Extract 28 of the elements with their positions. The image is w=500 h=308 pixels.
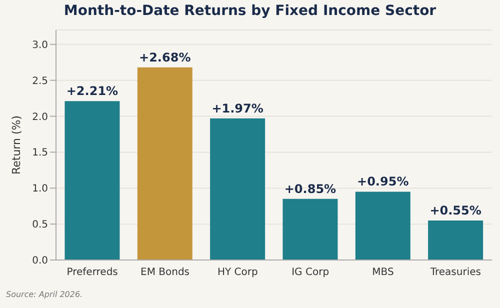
y-axis-title: Return (%): [10, 115, 23, 175]
data-label: +1.97%: [212, 101, 264, 116]
data-label: +2.68%: [139, 50, 191, 64]
data-label: +2.21%: [66, 84, 118, 98]
y-tick-label: 2.0: [32, 112, 48, 123]
data-label: +0.85%: [284, 182, 336, 196]
bar: [64, 101, 120, 260]
y-tick-label: 1.0: [32, 184, 48, 195]
data-label: +0.95%: [357, 174, 409, 189]
y-tick-label: 2.5: [32, 76, 48, 87]
y-tick-label: 0.5: [32, 220, 48, 231]
x-tick-label: IG Corp: [292, 267, 330, 278]
data-label: +0.55%: [430, 203, 482, 218]
x-tick-label: EM Bonds: [140, 267, 190, 278]
source-note: Source: April 2026.: [6, 290, 83, 299]
bar: [428, 220, 484, 260]
x-tick-label: MBS: [372, 267, 394, 278]
bar: [355, 192, 410, 260]
x-tick-label: HY Corp: [217, 267, 258, 278]
bar: [282, 198, 338, 260]
x-tick-label: Preferreds: [66, 267, 118, 278]
bar: [137, 67, 192, 260]
chart-title: Month-to-Date Returns by Fixed Income Sector: [62, 3, 438, 19]
bar: [210, 118, 266, 260]
y-tick-label: 3.0: [32, 40, 48, 51]
x-tick-label: Treasuries: [429, 267, 481, 278]
y-tick-label: 0.0: [32, 256, 48, 267]
y-tick-label: 1.5: [32, 148, 48, 159]
